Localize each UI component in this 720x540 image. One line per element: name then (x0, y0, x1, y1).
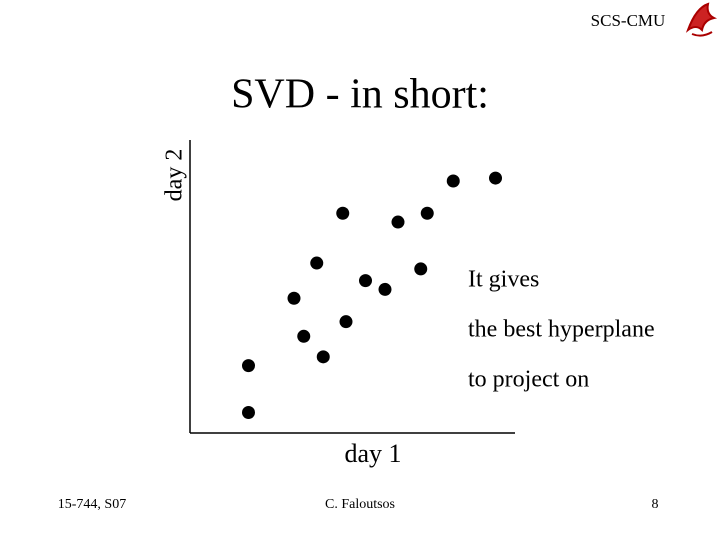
x-axis-label: day 1 (344, 439, 401, 468)
logo (685, 2, 718, 37)
point (446, 174, 460, 188)
point (391, 215, 405, 229)
point (339, 315, 353, 329)
annotation: the best hyperplane (468, 317, 655, 343)
annotation: to project on (468, 367, 589, 393)
annotation: It gives (468, 267, 539, 293)
point (310, 256, 324, 270)
footer-author: C. Faloutsos (325, 497, 395, 512)
y-axis-label: day 2 (162, 149, 188, 202)
point (489, 171, 502, 185)
org-label: SCS-CMU (591, 11, 666, 30)
point (336, 206, 350, 220)
point (414, 262, 428, 276)
footer-course: 15-744, S07 (58, 497, 126, 512)
point (287, 291, 301, 305)
page-number: 8 (652, 497, 659, 512)
point (242, 405, 255, 419)
point (378, 282, 392, 296)
slide-title: SVD - in short: (231, 72, 489, 118)
point (297, 329, 311, 343)
point (316, 350, 330, 364)
point (242, 359, 255, 373)
point (420, 206, 434, 220)
point (359, 274, 372, 288)
